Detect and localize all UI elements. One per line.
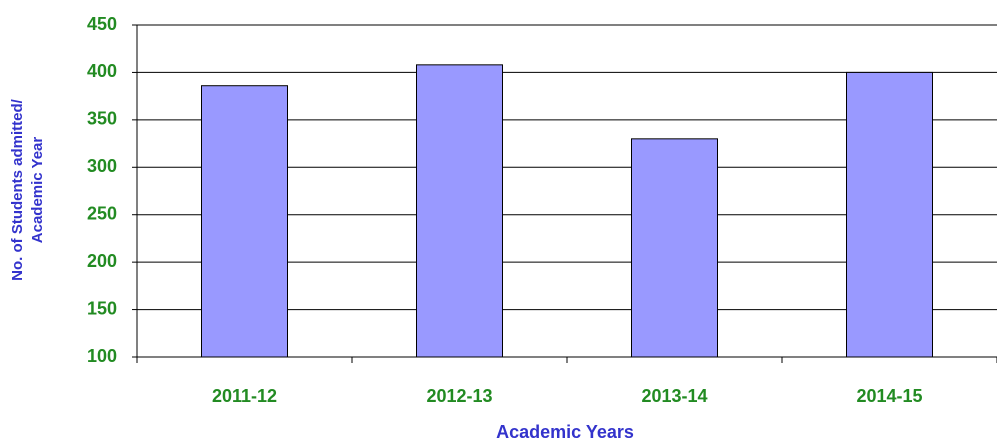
y-axis-title-line: No. of Students admitted/ bbox=[9, 98, 26, 280]
x-tick-label: 2014-15 bbox=[856, 386, 922, 406]
x-tick-label: 2012-13 bbox=[426, 386, 492, 406]
y-tick-label: 400 bbox=[87, 61, 117, 81]
y-axis-title-line: Academic Year bbox=[29, 137, 46, 244]
x-tick-label: 2013-14 bbox=[641, 386, 707, 406]
y-tick-label: 200 bbox=[87, 251, 117, 271]
x-axis-title: Academic Years bbox=[496, 422, 634, 442]
bar bbox=[631, 138, 718, 358]
y-tick-label: 100 bbox=[87, 346, 117, 366]
x-tick-label: 2011-12 bbox=[212, 386, 277, 406]
y-tick-label: 350 bbox=[87, 109, 117, 129]
bar bbox=[201, 85, 288, 358]
y-tick-label: 300 bbox=[87, 156, 117, 176]
y-tick-label: 450 bbox=[87, 14, 117, 34]
y-tick-label: 150 bbox=[87, 298, 117, 318]
y-tick-label: 250 bbox=[87, 203, 117, 223]
y-axis-title: No. of Students admitted/ Academic Year bbox=[9, 98, 46, 280]
bar bbox=[416, 64, 503, 358]
bar bbox=[846, 71, 933, 358]
